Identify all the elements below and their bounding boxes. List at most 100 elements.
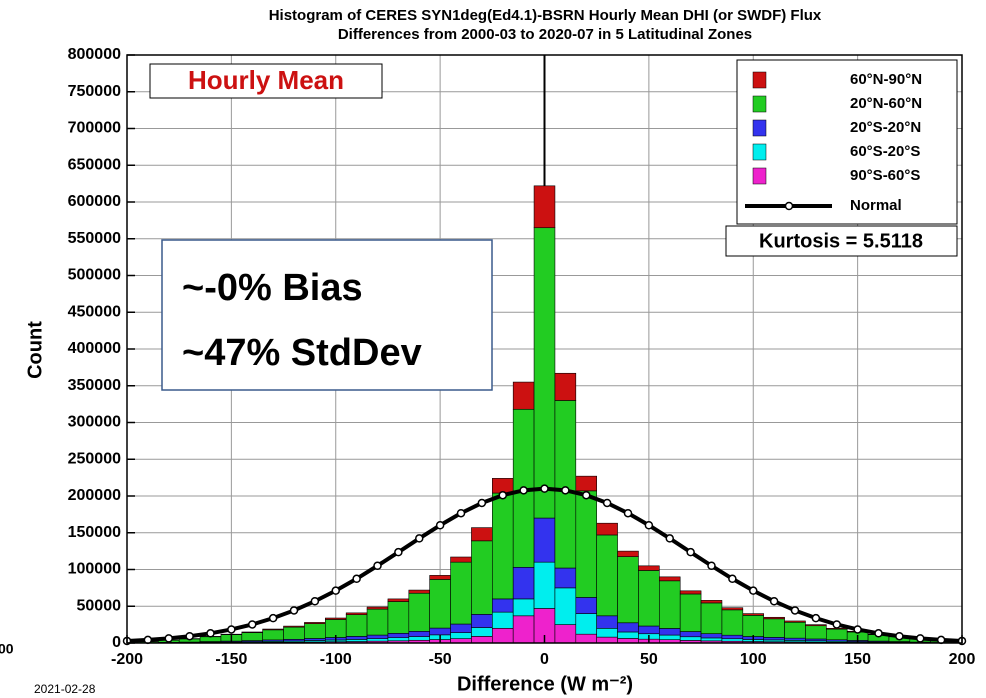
bar-segment	[345, 639, 368, 642]
bar-segment	[805, 624, 827, 627]
y-tick-label: 400000	[68, 340, 121, 357]
y-tick-label: 300000	[68, 414, 121, 431]
bar-segment	[471, 540, 493, 615]
normal-marker	[769, 597, 779, 606]
bar-segment	[533, 517, 556, 563]
normal-marker	[623, 508, 633, 518]
bar-segment	[408, 589, 430, 594]
normal-marker	[394, 547, 403, 557]
bar-segment	[554, 567, 577, 589]
bar-segment	[533, 185, 556, 229]
bar-segment	[679, 631, 702, 638]
normal-marker	[602, 498, 612, 508]
bar-segment	[450, 632, 472, 639]
bar-segment	[784, 621, 806, 639]
normal-marker	[916, 634, 925, 643]
bar-segment	[700, 633, 723, 639]
normal-marker	[310, 597, 320, 606]
stats-stddev: ~47% StdDev	[182, 332, 422, 374]
bar-segment	[492, 611, 514, 629]
bar-segment	[679, 593, 702, 632]
normal-marker	[289, 606, 299, 615]
stats-box	[161, 239, 493, 391]
normal-marker	[582, 490, 591, 500]
y-tick-label: 650000	[68, 156, 121, 173]
y-tick-label: 100000	[68, 561, 121, 578]
bar-segment	[325, 617, 347, 620]
bar-segment	[387, 598, 410, 602]
normal-marker	[832, 620, 841, 629]
legend-marker	[784, 201, 794, 211]
normal-curve	[122, 484, 967, 646]
x-axis-label: Difference (W m⁻²)	[457, 673, 633, 695]
bar-segment	[575, 490, 597, 598]
bar-segment	[638, 565, 660, 571]
normal-marker	[686, 547, 695, 557]
y-tick-label: 700000	[68, 120, 121, 137]
bar-segment	[638, 570, 660, 627]
y-tick-label: 550000	[68, 230, 121, 247]
y-tick-label: 600000	[68, 193, 121, 210]
normal-marker	[811, 613, 821, 623]
normal-marker	[477, 498, 487, 508]
bar-segment	[679, 636, 702, 641]
x-tick-label: 0	[540, 651, 549, 668]
y-tick-label: 50000	[77, 597, 122, 614]
bar-segment	[617, 631, 639, 639]
legend-swatch	[752, 143, 767, 161]
legend-swatch	[752, 95, 767, 113]
normal-marker	[185, 631, 194, 641]
normal-marker	[790, 606, 800, 615]
normal-marker	[373, 561, 382, 571]
bar-segment	[554, 372, 577, 401]
bar-segment	[826, 628, 848, 641]
bar-segment	[450, 556, 472, 563]
normal-marker	[435, 521, 445, 530]
normal-marker	[498, 490, 507, 500]
bar-segment	[450, 623, 472, 633]
bar-segment	[596, 636, 618, 644]
normal-marker	[415, 534, 424, 543]
normal-marker	[248, 620, 257, 629]
legend-label: Normal	[850, 197, 902, 214]
bar-segment	[304, 638, 326, 641]
kurtosis-box	[725, 225, 958, 257]
y-tick-label: 800000	[68, 46, 121, 63]
bar-segment	[345, 636, 368, 640]
bar-segment	[512, 598, 535, 617]
normal-marker	[227, 625, 236, 634]
normal-marker	[331, 586, 340, 595]
bar-segment	[763, 618, 785, 638]
normal-marker	[561, 486, 570, 495]
bar-segment	[512, 615, 535, 644]
bar-segment	[471, 527, 493, 542]
legend-label: 20°N-60°N	[850, 95, 922, 112]
bar-segment	[471, 627, 493, 637]
bar-segment	[805, 625, 827, 640]
bar-segment	[429, 579, 451, 629]
bar-segment	[784, 637, 806, 641]
bar-segment	[492, 492, 514, 600]
bar-segment	[575, 475, 597, 492]
bar-segment	[408, 631, 430, 637]
bar-segment	[262, 629, 284, 641]
bar-segment	[512, 566, 535, 600]
kurtosis: Kurtosis = 5.5118	[759, 230, 923, 252]
bar-segment	[617, 622, 639, 633]
bar-segment	[387, 601, 410, 634]
bar-segment	[575, 633, 597, 644]
y-tick-label: 0	[112, 634, 121, 651]
bar-segment	[325, 619, 347, 638]
bar-segment	[492, 598, 514, 613]
panel-label: Hourly Mean	[188, 65, 344, 95]
bar-segment	[659, 580, 681, 629]
bar-segment	[679, 590, 702, 595]
bar-segment	[700, 602, 723, 634]
bar-segment	[283, 625, 305, 628]
bar-segment	[659, 628, 681, 636]
bar-segment	[471, 614, 493, 628]
bar-segment	[763, 616, 785, 620]
bar-segment	[408, 592, 430, 632]
bar-segment	[429, 627, 451, 636]
normal-marker	[164, 634, 173, 643]
